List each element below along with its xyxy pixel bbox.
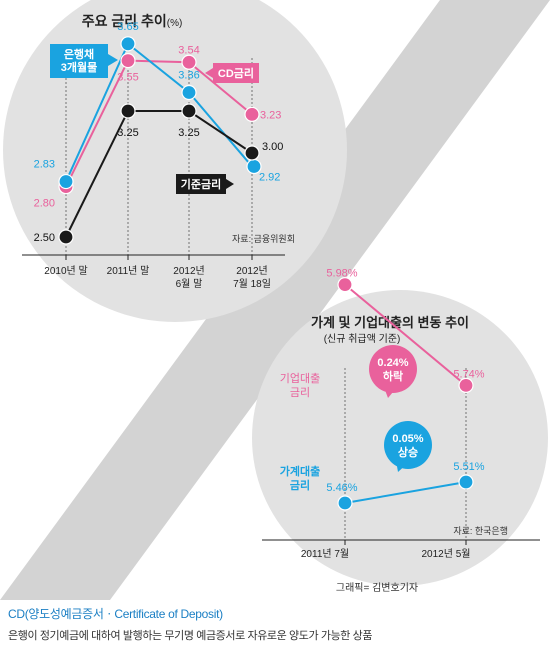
chart1-data-point	[244, 106, 260, 122]
chart1-legend-box	[50, 44, 108, 78]
chart2-series-label: 금리	[290, 478, 310, 492]
chart1-x-tick-label: 7월 18일	[233, 278, 271, 290]
chart1-series-line	[65, 110, 253, 238]
chart1-x-tick-label: 2011년 말	[107, 265, 150, 277]
chart1-x-tick-label: 2012년	[173, 265, 204, 277]
footer-description: 은행이 정기예금에 대하여 발행하는 무기명 예금증서로 자유로운 양도가 가능…	[8, 630, 373, 642]
chart2-data-label: 5.74%	[453, 368, 484, 380]
chart2-credit: 그래픽= 김변호기자	[336, 582, 418, 594]
chart1-data-label: 2.83	[34, 159, 55, 171]
chart2-series-line	[344, 283, 467, 387]
chart1-data-label: 2.80	[34, 198, 55, 210]
chart2-x-tick-label: 2012년 5월	[422, 548, 471, 560]
chart1-series-line	[65, 42, 253, 182]
chart2-loan-rates: 가계 및 기업대출의 변동 추이(신규 취급액 기준)2011년 7월 2012년…	[262, 268, 540, 594]
chart2-change-bubble	[384, 421, 432, 469]
chart1-data-label: 3.36	[178, 70, 199, 82]
chart1-unit: (%)	[167, 18, 183, 29]
chart2-data-label: 5.46%	[326, 482, 357, 494]
chart1-data-point	[181, 54, 197, 70]
chart1-data-label: 3.00	[262, 141, 283, 153]
chart1-legend-box	[213, 63, 259, 83]
chart2-change-label: 하락	[383, 369, 403, 383]
chart2-x-tick-label: 2011년 7월	[301, 548, 349, 560]
chart1-legend-box	[176, 174, 226, 194]
chart1-data-label: 3.55	[117, 72, 138, 84]
chart1-data-label: 2.50	[34, 232, 55, 244]
chart1-data-point	[120, 36, 136, 52]
chart1-data-label: 2.92	[259, 171, 280, 183]
chart1-legend-label: 3개월물	[61, 60, 97, 74]
chart1-x-tick-label: 6월 말	[176, 278, 203, 290]
chart2-change-bubble	[369, 345, 417, 393]
chart1-title: 주요 금리 추이(%)	[82, 13, 183, 29]
chart1-data-point	[120, 103, 136, 119]
footer-term: CD(양도성예금증서ㆍCertificate of Deposit)	[8, 607, 223, 621]
chart2-series-label: 가계대출	[280, 464, 320, 478]
chart2-series-label: 기업대출	[280, 372, 320, 385]
chart1-legend-pointer	[226, 179, 234, 189]
chart2-source: 자료: 한국은행	[453, 525, 508, 536]
chart2-series-label: 금리	[290, 386, 310, 399]
chart2-data-label: 5.51%	[453, 461, 484, 473]
chart1-x-tick-label: 2012년	[236, 265, 267, 277]
chart2-change-label: 0.05%	[392, 433, 423, 445]
chart1-legend-label: 기준금리	[181, 177, 221, 191]
chart1-data-point	[181, 103, 197, 119]
chart1-data-point	[58, 173, 74, 190]
chart1-series-line	[65, 59, 253, 188]
chart1-data-label: 3.54	[178, 44, 199, 56]
chart1-legend-pointer	[108, 54, 118, 66]
chart1-data-point	[120, 52, 136, 69]
footer: CD(양도성예금증서ㆍCertificate of Deposit) 은행이 정…	[8, 605, 542, 643]
chart2-data-point	[458, 474, 474, 490]
chart1-data-label: 3.23	[260, 109, 281, 121]
chart1-legend-pointer	[205, 68, 213, 78]
chart2-data-point	[337, 495, 353, 511]
chart1-legend-label: 은행채	[64, 47, 94, 61]
chart2-change-label: 상승	[398, 445, 418, 459]
chart1-legend-label: CD금리	[218, 66, 254, 80]
chart1-data-label: 3.25	[117, 127, 138, 139]
chart1-background-circle	[3, 0, 347, 322]
chart1-x-tick-label: 2010년 말	[44, 265, 87, 277]
chart1-data-label: 3.25	[178, 127, 199, 139]
chart2-change-label: 0.24%	[377, 357, 408, 369]
chart2-series-line	[344, 481, 467, 504]
chart1-data-point	[181, 84, 197, 101]
chart2-data-point	[337, 277, 353, 293]
chart1-source: 자료: 금융위원회	[232, 234, 295, 244]
chart2-subtitle: (신규 취급액 기준)	[324, 333, 401, 345]
chart1-data-label: 3.65	[117, 21, 138, 33]
chart2-data-point	[458, 377, 474, 393]
diagonal-stripe	[0, 0, 550, 600]
chart1-data-point	[58, 229, 74, 245]
chart2-data-label: 5.98%	[326, 268, 357, 280]
chart1-data-point	[244, 145, 260, 161]
